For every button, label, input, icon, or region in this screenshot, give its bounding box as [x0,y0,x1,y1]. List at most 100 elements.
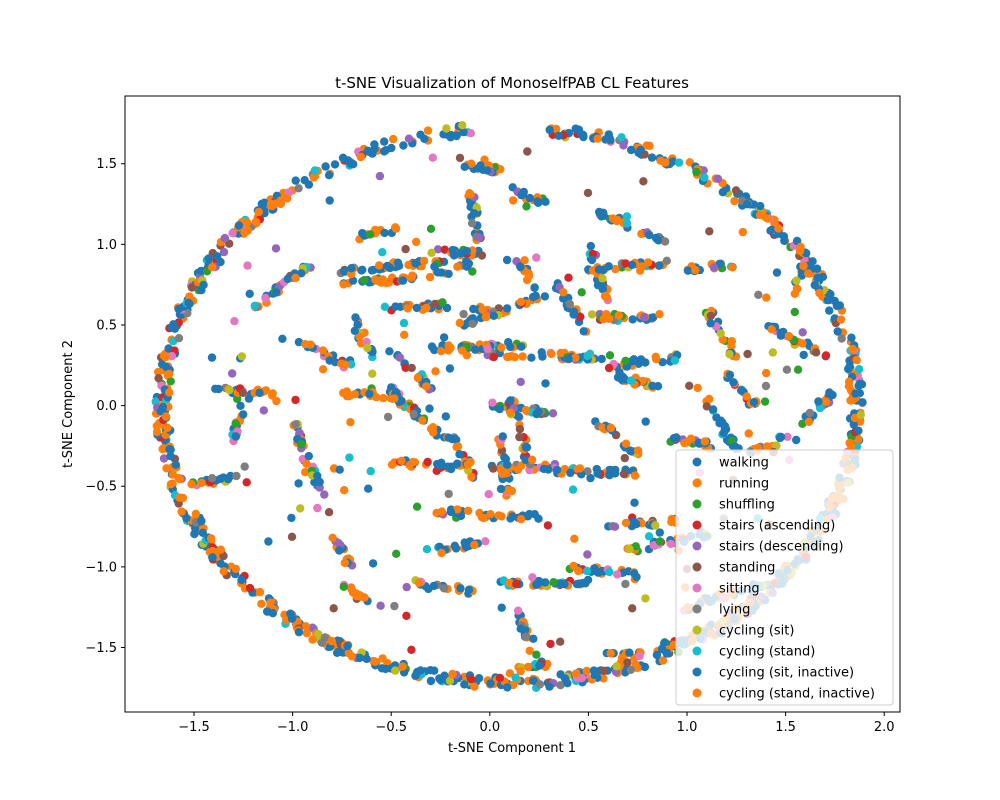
data-point [390,394,399,403]
data-point [154,367,163,377]
data-point [644,532,654,541]
data-point [339,582,348,591]
data-point [255,587,265,597]
data-point [481,312,491,322]
data-point [706,311,715,321]
y-tick-label: 1.5 [96,157,117,172]
data-point [749,398,759,407]
data-point [414,578,424,588]
data-point [297,440,306,449]
data-point [467,472,476,482]
data-point [437,347,446,356]
data-point [167,351,177,361]
data-point [516,624,525,633]
data-point [516,515,526,524]
data-point [445,364,455,373]
data-point [527,353,536,362]
data-point [392,549,401,558]
data-point [397,456,406,465]
data-point [586,473,595,483]
data-point [419,256,429,266]
data-point [416,130,425,139]
data-point [484,490,493,499]
data-point [511,673,520,682]
data-point [599,666,609,675]
data-point [318,365,328,374]
data-point [563,679,572,688]
data-point [497,343,506,352]
data-point [706,319,715,328]
data-point [516,262,525,272]
legend-label: cycling (sit) [719,624,794,639]
data-point [374,261,384,270]
data-point [220,233,230,243]
legend-marker [692,667,702,677]
data-point [798,339,807,348]
data-point [423,126,433,135]
data-point [847,333,856,342]
data-point [505,669,515,678]
data-point [399,318,409,328]
data-point [730,196,739,206]
data-point [614,311,623,320]
data-point [556,681,565,690]
x-axis-ticks: −1.5 −1.0 −0.5 0.0 0.5 1.0 1.5 2.0 [178,712,895,735]
data-point [182,513,191,523]
data-point [621,518,631,528]
data-point [612,662,621,671]
data-point [602,292,611,302]
data-point [476,161,485,170]
data-point [154,374,163,383]
data-point [219,567,228,576]
data-point [700,437,710,446]
data-point [339,153,348,162]
x-tick-label: 1.5 [775,720,796,735]
data-point [579,132,588,142]
data-point [628,604,637,613]
data-point [411,671,420,680]
data-point [479,513,488,523]
data-point [444,433,453,442]
data-point [466,202,475,212]
data-point [661,158,670,167]
data-point [655,528,664,537]
data-point [564,273,573,282]
data-point [383,261,392,271]
data-point [521,406,531,415]
data-point [197,516,206,526]
data-point [428,423,438,432]
data-point [152,427,162,437]
legend: walking running shuffling stairs (ascending… [675,449,894,706]
data-point [378,248,387,257]
data-point [177,507,186,516]
data-point [348,276,358,285]
data-point [304,451,313,461]
data-point [320,490,329,499]
data-point [407,645,416,654]
data-point [622,218,632,228]
data-point [579,327,588,336]
data-point [456,584,465,593]
data-point [713,174,723,183]
data-point [727,337,736,346]
data-point [857,380,867,389]
data-point [815,403,825,413]
legend-label: cycling (stand, inactive) [719,687,875,702]
data-point [340,486,349,495]
data-point [518,352,527,361]
data-point [345,453,354,462]
data-point [469,304,478,314]
data-point [569,307,579,316]
data-point [327,636,336,646]
data-point [391,666,400,675]
data-point [628,315,637,324]
data-point [506,396,515,405]
data-point [755,210,765,220]
data-point [776,328,785,338]
data-point [523,662,533,672]
data-point [467,159,476,168]
data-point [564,354,573,364]
data-point [404,134,414,143]
data-point [790,307,799,317]
